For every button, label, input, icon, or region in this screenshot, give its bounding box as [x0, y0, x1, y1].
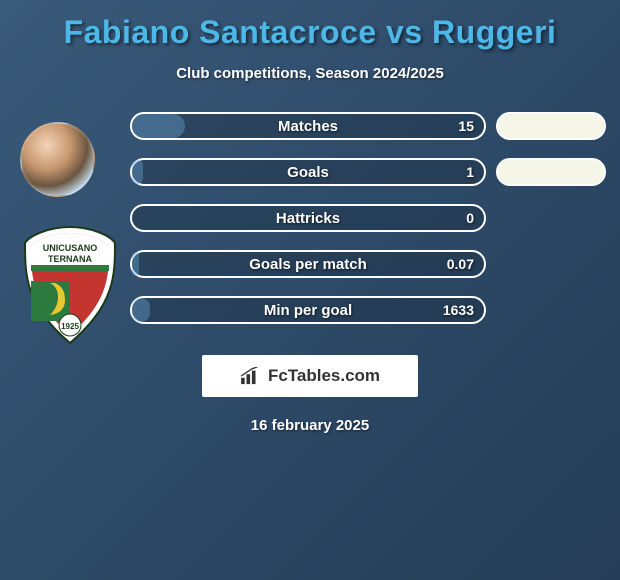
stat-row: Min per goal 1633 [130, 296, 606, 324]
stat-row: Hattricks 0 [130, 204, 606, 232]
badge-svg: UNICUSANO TERNANA 1925 [20, 225, 120, 345]
stat-bar-left: Matches 15 [130, 112, 486, 140]
stat-value-left: 0 [466, 210, 474, 226]
stat-row: Matches 15 [130, 112, 606, 140]
club-badge: UNICUSANO TERNANA 1925 [20, 225, 120, 345]
stat-bar-left: Goals 1 [130, 158, 486, 186]
stat-bar-right [496, 112, 606, 140]
stat-row: Goals per match 0.07 [130, 250, 606, 278]
stat-bar-right [496, 296, 606, 324]
stat-bar-left: Goals per match 0.07 [130, 250, 486, 278]
stat-bar-left: Min per goal 1633 [130, 296, 486, 324]
source-logo[interactable]: FcTables.com [202, 355, 418, 397]
stat-bar-fill [132, 114, 185, 138]
stats-column: Matches 15 Goals 1 Hattricks 0 Goals per match… [130, 112, 610, 345]
left-column: UNICUSANO TERNANA 1925 [10, 112, 130, 345]
stat-bar-fill [132, 298, 150, 322]
stat-label: Goals [287, 164, 329, 181]
stat-label: Min per goal [264, 302, 352, 319]
stat-label: Hattricks [276, 210, 340, 227]
stat-bar-right [496, 204, 606, 232]
stat-value-left: 1633 [443, 302, 474, 318]
page-title: Fabiano Santacroce vs Ruggeri [10, 14, 610, 51]
stat-bar-right [496, 158, 606, 186]
stat-value-left: 0.07 [447, 256, 474, 272]
badge-text-bottom: TERNANA [48, 254, 92, 264]
stat-bar-fill [132, 252, 139, 276]
logo-text: FcTables.com [268, 366, 380, 386]
stat-bar-right [496, 250, 606, 278]
subtitle: Club competitions, Season 2024/2025 [10, 65, 610, 82]
stat-bar-fill [132, 160, 143, 184]
stat-value-left: 1 [466, 164, 474, 180]
date-label: 16 february 2025 [10, 417, 610, 434]
stat-bar-left: Hattricks 0 [130, 204, 486, 232]
stat-label: Goals per match [249, 256, 367, 273]
player-avatar [20, 122, 95, 197]
stat-value-left: 15 [458, 118, 474, 134]
badge-year: 1925 [61, 322, 79, 331]
stat-row: Goals 1 [130, 158, 606, 186]
comparison-card: Fabiano Santacroce vs Ruggeri Club compe… [0, 0, 620, 434]
stat-label: Matches [278, 118, 338, 135]
badge-text-top: UNICUSANO [43, 243, 98, 253]
content-area: UNICUSANO TERNANA 1925 Matches 15 Goals 1 Ha… [10, 112, 610, 345]
chart-icon [240, 367, 262, 385]
